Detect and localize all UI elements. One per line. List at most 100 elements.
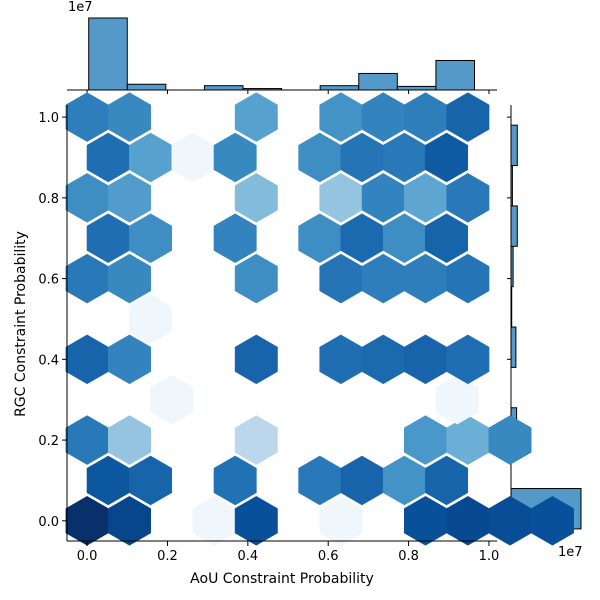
hex-cell-28	[361, 334, 405, 385]
hex-cell-66	[404, 92, 447, 142]
top-hist-bar-6	[319, 85, 360, 91]
y-axis-label: RGC Constraint Probability	[13, 231, 29, 417]
right-hist-bar-9	[510, 124, 518, 167]
x-tick-label-1: 0.2	[157, 549, 178, 564]
y-tick-label-4: 0.8	[38, 192, 59, 207]
hex-cell-40	[129, 213, 173, 264]
hex-cell-44	[382, 213, 426, 264]
x-tick-label-2: 0.4	[237, 549, 258, 564]
hex-cell-15	[425, 455, 469, 506]
hex-cell-56	[213, 132, 257, 183]
hex-cell-39	[86, 213, 130, 264]
hex-cell-30	[446, 334, 490, 385]
y-tick-label-3: 0.6	[38, 273, 59, 288]
hex-cell-19	[404, 415, 447, 465]
hex-cell-11	[213, 455, 257, 506]
main-axes: 0.0 0.2 0.4 0.6 0.8 1.0 0.0 0.2 0.4 0.6 0.8 1.0	[38, 105, 499, 564]
right-hist-bar-8	[510, 165, 513, 207]
top-hist-bar-4	[242, 88, 283, 91]
right-hist-bar-7	[510, 205, 518, 247]
y-tick-label-0: 0.0	[38, 515, 59, 530]
hex-cell-52	[446, 173, 490, 223]
hex-cell-24	[65, 334, 109, 385]
hex-cell-26	[234, 334, 278, 385]
hex-cell-53	[86, 132, 130, 183]
hex-cell-50	[361, 173, 405, 223]
top-marginal-histogram	[67, 17, 497, 94]
hex-cell-4	[319, 496, 363, 546]
hex-cell-65	[361, 92, 405, 142]
hex-cell-14	[382, 455, 426, 506]
hex-cell-3	[234, 496, 278, 546]
hex-cell-47	[108, 173, 151, 223]
top-hist-bar-0	[88, 17, 128, 91]
hex-cell-2	[192, 496, 236, 546]
hex-cell-18	[234, 415, 278, 465]
hex-cell-23	[435, 374, 479, 425]
top-hist-bar-7	[358, 72, 398, 91]
x-tick-label-0: 0.0	[77, 549, 98, 564]
hex-cell-27	[319, 334, 363, 385]
hex-cell-35	[319, 253, 363, 304]
hex-cell-49	[319, 173, 363, 223]
hex-cell-20	[446, 415, 490, 465]
right-hist-bar-6	[510, 245, 514, 288]
top-scale-label: 1e7	[68, 0, 93, 15]
x-tick-label-3: 0.6	[318, 549, 339, 564]
right-marginal-histogram	[507, 105, 582, 541]
hex-cell-32	[65, 253, 109, 304]
hex-cell-62	[108, 92, 151, 142]
hex-cell-63	[234, 92, 278, 142]
hex-cell-21	[488, 415, 532, 465]
hex-cell-22	[150, 374, 194, 425]
hex-cell-45	[425, 213, 469, 264]
top-hist-bar-3	[203, 85, 244, 91]
top-hist-bar-9	[435, 59, 475, 91]
hex-cell-1	[108, 496, 151, 546]
hex-cell-6	[446, 496, 490, 546]
hex-cell-41	[213, 213, 257, 264]
hex-cell-12	[298, 455, 342, 506]
y-tick-label-2: 0.4	[38, 353, 59, 368]
hex-cell-36	[361, 253, 405, 304]
hex-cell-57	[298, 132, 342, 183]
top-hist-bar-1	[126, 83, 167, 91]
hex-cell-16	[65, 415, 109, 465]
x-tick-label-5: 1.0	[479, 549, 500, 564]
hex-cell-54	[129, 132, 173, 183]
hex-cell-55	[171, 132, 215, 183]
hex-cell-37	[404, 253, 447, 304]
hex-cell-31	[129, 294, 173, 344]
top-hist-bar-8	[396, 85, 437, 91]
right-scale-label: 1e7	[558, 545, 583, 560]
hex-cell-9	[86, 455, 130, 506]
right-hist-bar-5	[510, 286, 513, 328]
hex-cell-29	[404, 334, 447, 385]
hex-cell-38	[446, 253, 490, 304]
x-tick-label-4: 0.8	[398, 549, 419, 564]
hex-cell-67	[446, 92, 490, 142]
hex-cell-13	[340, 455, 384, 506]
hex-cell-33	[108, 253, 151, 304]
hex-cell-51	[404, 173, 447, 223]
hex-cell-42	[298, 213, 342, 264]
y-tick-label-5: 1.0	[38, 111, 59, 126]
hex-cell-46	[65, 173, 109, 223]
hex-cell-61	[65, 92, 109, 142]
hex-cell-48	[234, 173, 278, 223]
right-hist-bar-4	[510, 326, 517, 368]
hex-cell-25	[108, 334, 151, 385]
hex-cell-34	[234, 253, 278, 304]
hex-cell-8	[530, 496, 574, 546]
hex-cell-17	[108, 415, 151, 465]
hex-cell-5	[404, 496, 447, 546]
x-axis-label: AoU Constraint Probability	[190, 571, 374, 587]
hexbin-plot	[65, 92, 574, 546]
hex-cell-0	[65, 496, 109, 546]
hex-cell-64	[319, 92, 363, 142]
hex-cell-59	[382, 132, 426, 183]
hex-cell-58	[340, 132, 384, 183]
hex-cell-43	[340, 213, 384, 264]
y-tick-label-1: 0.2	[38, 434, 59, 449]
